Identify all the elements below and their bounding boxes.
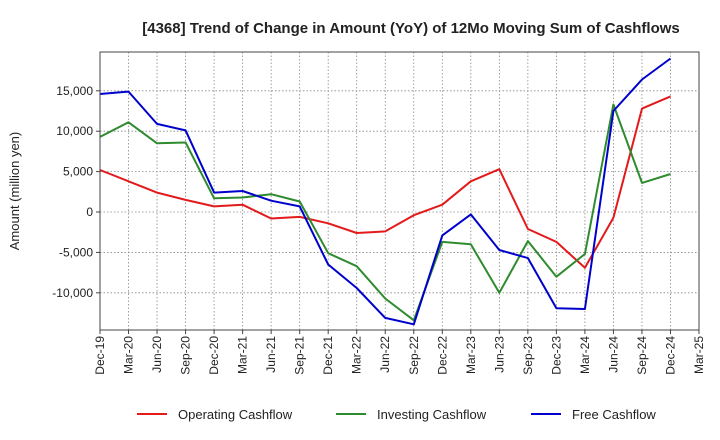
y-axis: -10,000 -5,000 0 5,000 10,000 15,000 [52,84,100,300]
legend-label: Operating Cashflow [178,407,293,422]
x-tick-label: Mar-25 [692,336,706,374]
x-tick-label: Sep-20 [179,336,193,375]
x-tick-label: Sep-22 [407,336,421,375]
x-tick-label: Dec-21 [321,336,335,375]
x-tick-label: Mar-21 [236,336,250,374]
y-tick-label: -5,000 [59,245,93,259]
x-tick-label: Dec-22 [435,336,449,375]
series-line-investing-cashflow [99,103,671,322]
x-tick-label: Dec-20 [207,336,221,375]
y-tick-label: 10,000 [56,124,93,138]
legend-label: Investing Cashflow [377,407,487,422]
legend: Operating Cashflow Investing Cashflow Free… [137,407,656,422]
legend-label: Free Cashflow [572,407,656,422]
chart-title: [4368] Trend of Change in Amount (YoY) o… [142,20,680,37]
x-tick-label: Dec-23 [549,336,563,375]
y-tick-label: 0 [86,205,93,219]
x-tick-label: Jun-20 [150,336,164,373]
series-line-free-cashflow [99,57,672,326]
series-line-operating-cashflow [99,95,671,269]
grid-lines [99,52,700,330]
y-tick-label: 15,000 [56,84,93,98]
x-tick-label: Jun-24 [606,336,620,373]
x-tick-label: Dec-24 [663,336,677,375]
x-tick-label: Sep-23 [521,336,535,375]
x-tick-label: Sep-21 [293,336,307,375]
x-tick-label: Mar-24 [578,336,592,374]
y-tick-label: -10,000 [52,286,93,300]
series-lines [99,57,672,326]
x-tick-label: Jun-21 [264,336,278,373]
plot-area [99,51,700,331]
x-tick-label: Sep-24 [635,336,649,375]
x-tick-label: Mar-23 [464,336,478,374]
x-tick-label: Mar-22 [350,336,364,374]
x-tick-label: Jun-22 [378,336,392,373]
x-axis: Dec-19 Mar-20 Jun-20 Sep-20 Dec-20 Mar-21 Jun-… [93,330,706,375]
x-tick-label: Jun-23 [492,336,506,373]
y-axis-label: Amount (million yen) [7,132,22,251]
x-tick-label: Dec-19 [93,336,107,375]
x-tick-label: Mar-20 [122,336,136,374]
y-tick-label: 5,000 [63,165,93,179]
